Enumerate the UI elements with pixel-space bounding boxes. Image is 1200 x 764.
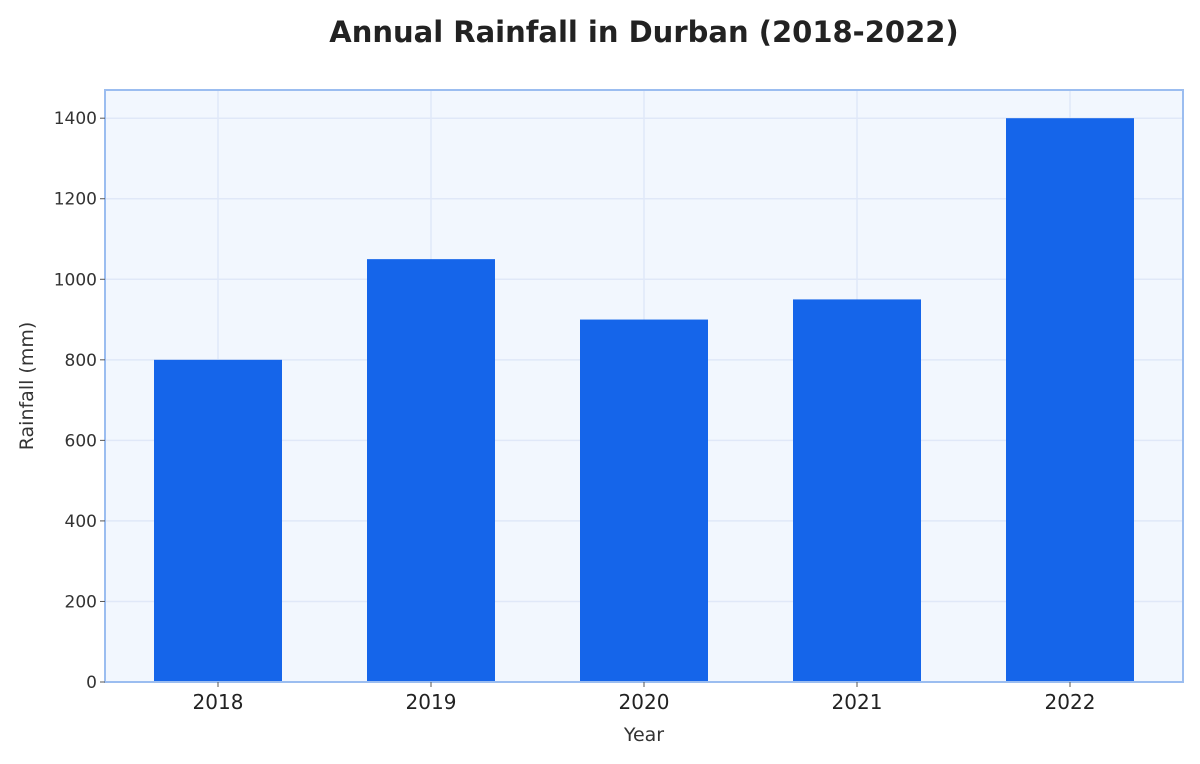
x-tick-label: 2018 (193, 690, 244, 714)
x-tick-label: 2021 (832, 690, 883, 714)
y-tick-label: 1200 (54, 190, 97, 210)
y-tick-label: 400 (65, 512, 97, 532)
bar-2020 (580, 319, 708, 682)
x-axis-ticks: 2018 2019 2020 2021 2022 (193, 682, 1096, 714)
chart-title: Annual Rainfall in Durban (2018-2022) (329, 15, 958, 49)
y-tick-label: 600 (65, 431, 97, 451)
y-tick-label: 1400 (54, 109, 97, 129)
y-axis-ticks: 0 200 400 600 800 1000 1200 1400 (54, 109, 105, 693)
bar-2022 (1006, 118, 1134, 682)
y-tick-label: 1000 (54, 270, 97, 290)
bar-2019 (367, 259, 495, 682)
x-tick-label: 2020 (619, 690, 670, 714)
y-tick-label: 200 (65, 592, 97, 612)
bar-2018 (154, 359, 282, 682)
bar-2021 (793, 299, 921, 682)
x-tick-label: 2022 (1045, 690, 1096, 714)
bars (154, 118, 1134, 682)
x-axis-label: Year (623, 724, 664, 746)
x-tick-label: 2019 (406, 690, 457, 714)
y-tick-label: 800 (65, 351, 97, 371)
y-axis-label: Rainfall (mm) (16, 322, 38, 451)
y-tick-label: 0 (86, 673, 97, 693)
